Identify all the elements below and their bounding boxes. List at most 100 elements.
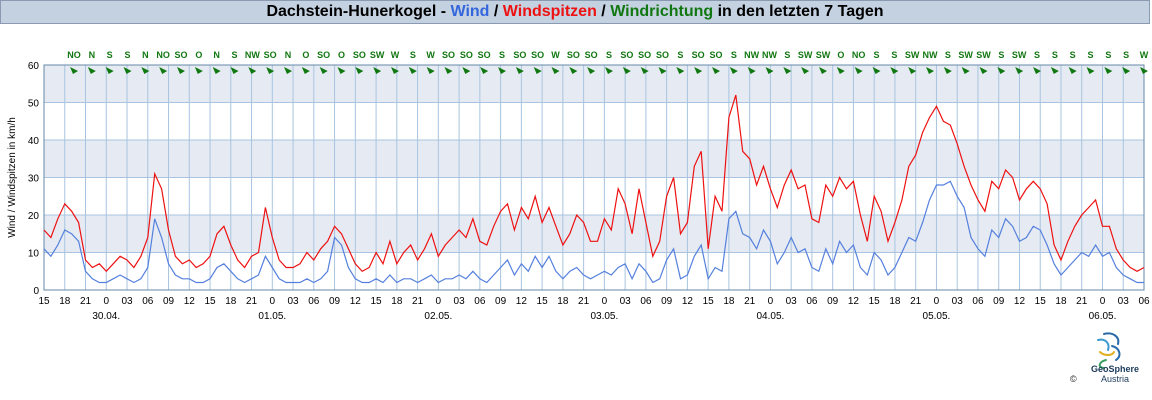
- direction-label: S: [107, 50, 113, 60]
- logo-text: GeoSphere Austria: [1080, 364, 1150, 384]
- x-tick-label: 09: [495, 296, 507, 307]
- direction-label: SO: [620, 50, 633, 60]
- direction-label: N: [89, 50, 96, 60]
- x-tick-label: 18: [557, 296, 569, 307]
- x-tick-label: 0: [1100, 296, 1106, 307]
- direction-label: S: [1070, 50, 1076, 60]
- y-tick-label: 10: [28, 249, 40, 260]
- direction-label: S: [677, 50, 683, 60]
- direction-label: SO: [692, 50, 705, 60]
- date-label: 06.05.: [1089, 311, 1117, 322]
- direction-label: S: [731, 50, 737, 60]
- direction-label: SO: [264, 50, 277, 60]
- x-tick-label: 12: [516, 296, 528, 307]
- direction-arrow: [1086, 67, 1095, 74]
- direction-label: SO: [353, 50, 366, 60]
- direction-arrow: [676, 67, 685, 74]
- direction-arrow: [159, 67, 168, 74]
- direction-arrow: [1122, 67, 1131, 74]
- direction-label: W: [391, 50, 400, 60]
- direction-arrow: [694, 67, 703, 74]
- direction-arrow: [819, 67, 827, 74]
- x-tick-label: 0: [602, 296, 608, 307]
- direction-label: O: [837, 50, 844, 60]
- logo-name: GeoSphere: [1090, 364, 1139, 374]
- x-tick-label: 09: [163, 296, 175, 307]
- title-sep2: /: [596, 3, 611, 20]
- x-tick-label: 18: [1055, 296, 1067, 307]
- x-tick-label: 03: [454, 296, 466, 307]
- direction-label: W: [551, 50, 560, 60]
- x-tick-label: 12: [350, 296, 362, 307]
- x-tick-label: 18: [225, 296, 237, 307]
- direction-arrow: [783, 67, 792, 74]
- direction-label: S: [1034, 50, 1040, 60]
- x-tick-label: 21: [412, 296, 424, 307]
- chart-title: Dachstein-Hunerkogel - Wind / Windspitze…: [0, 0, 1150, 24]
- direction-label: S: [1087, 50, 1093, 60]
- direction-label: NO: [852, 50, 866, 60]
- x-tick-label: 06: [308, 296, 320, 307]
- direction-label: S: [410, 50, 416, 60]
- direction-arrow: [961, 67, 970, 74]
- direction-label: NW: [744, 50, 759, 60]
- series-line-wind: [43, 180, 1144, 284]
- band-1: [44, 140, 1144, 178]
- direction-arrow: [105, 67, 114, 74]
- x-tick-label: 06: [806, 296, 818, 307]
- x-tick-label: 21: [246, 296, 258, 307]
- direction-arrow: [284, 67, 292, 74]
- direction-label: SO: [531, 50, 544, 60]
- direction-arrow: [890, 67, 899, 74]
- direction-arrow: [480, 67, 489, 74]
- direction-arrow: [319, 67, 328, 74]
- date-label: 02.05.: [424, 311, 452, 322]
- direction-arrow: [355, 67, 364, 74]
- direction-arrow: [177, 67, 185, 74]
- title-gust: Windspitzen: [502, 3, 597, 20]
- direction-arrow: [301, 67, 310, 74]
- direction-arrow: [747, 67, 756, 74]
- x-tick-label: 09: [329, 296, 341, 307]
- x-tick-label: 21: [910, 296, 922, 307]
- direction-label: S: [945, 50, 951, 60]
- direction-arrow: [426, 67, 435, 74]
- direction-arrow: [908, 67, 917, 74]
- date-label: 04.05.: [757, 311, 785, 322]
- direction-label: O: [338, 50, 345, 60]
- direction-label: SO: [567, 50, 580, 60]
- x-tick-label: 03: [1118, 296, 1130, 307]
- direction-label: NO: [156, 50, 170, 60]
- direction-arrow: [391, 67, 399, 74]
- direction-arrow: [926, 67, 934, 74]
- direction-arrow: [87, 67, 96, 74]
- direction-arrow: [337, 67, 346, 74]
- direction-label: SW: [905, 50, 920, 60]
- direction-label: SO: [513, 50, 526, 60]
- direction-label: S: [606, 50, 612, 60]
- direction-label: S: [891, 50, 897, 60]
- direction-arrow: [194, 67, 203, 74]
- logo-sub: Austria: [1100, 374, 1129, 384]
- direction-arrow: [658, 67, 667, 74]
- x-tick-label: 18: [391, 296, 403, 307]
- x-tick-label: 06: [640, 296, 652, 307]
- direction-arrow: [622, 67, 631, 74]
- x-tick-label: 15: [869, 296, 881, 307]
- x-tick-label: 06: [972, 296, 984, 307]
- x-tick-label: 0: [436, 296, 442, 307]
- plot-frame: [43, 64, 1145, 291]
- direction-label: SW: [816, 50, 831, 60]
- direction-label: N: [285, 50, 292, 60]
- direction-label: O: [195, 50, 202, 60]
- x-tick-label: 0: [270, 296, 276, 307]
- direction-label: SO: [638, 50, 651, 60]
- x-tick-label: 18: [889, 296, 901, 307]
- direction-arrow: [943, 67, 952, 74]
- x-tick-label: 03: [121, 296, 133, 307]
- direction-arrow: [854, 67, 863, 74]
- direction-arrow: [462, 67, 471, 74]
- direction-arrow: [533, 67, 542, 74]
- direction-arrow: [1068, 67, 1077, 74]
- direction-arrow: [712, 67, 720, 74]
